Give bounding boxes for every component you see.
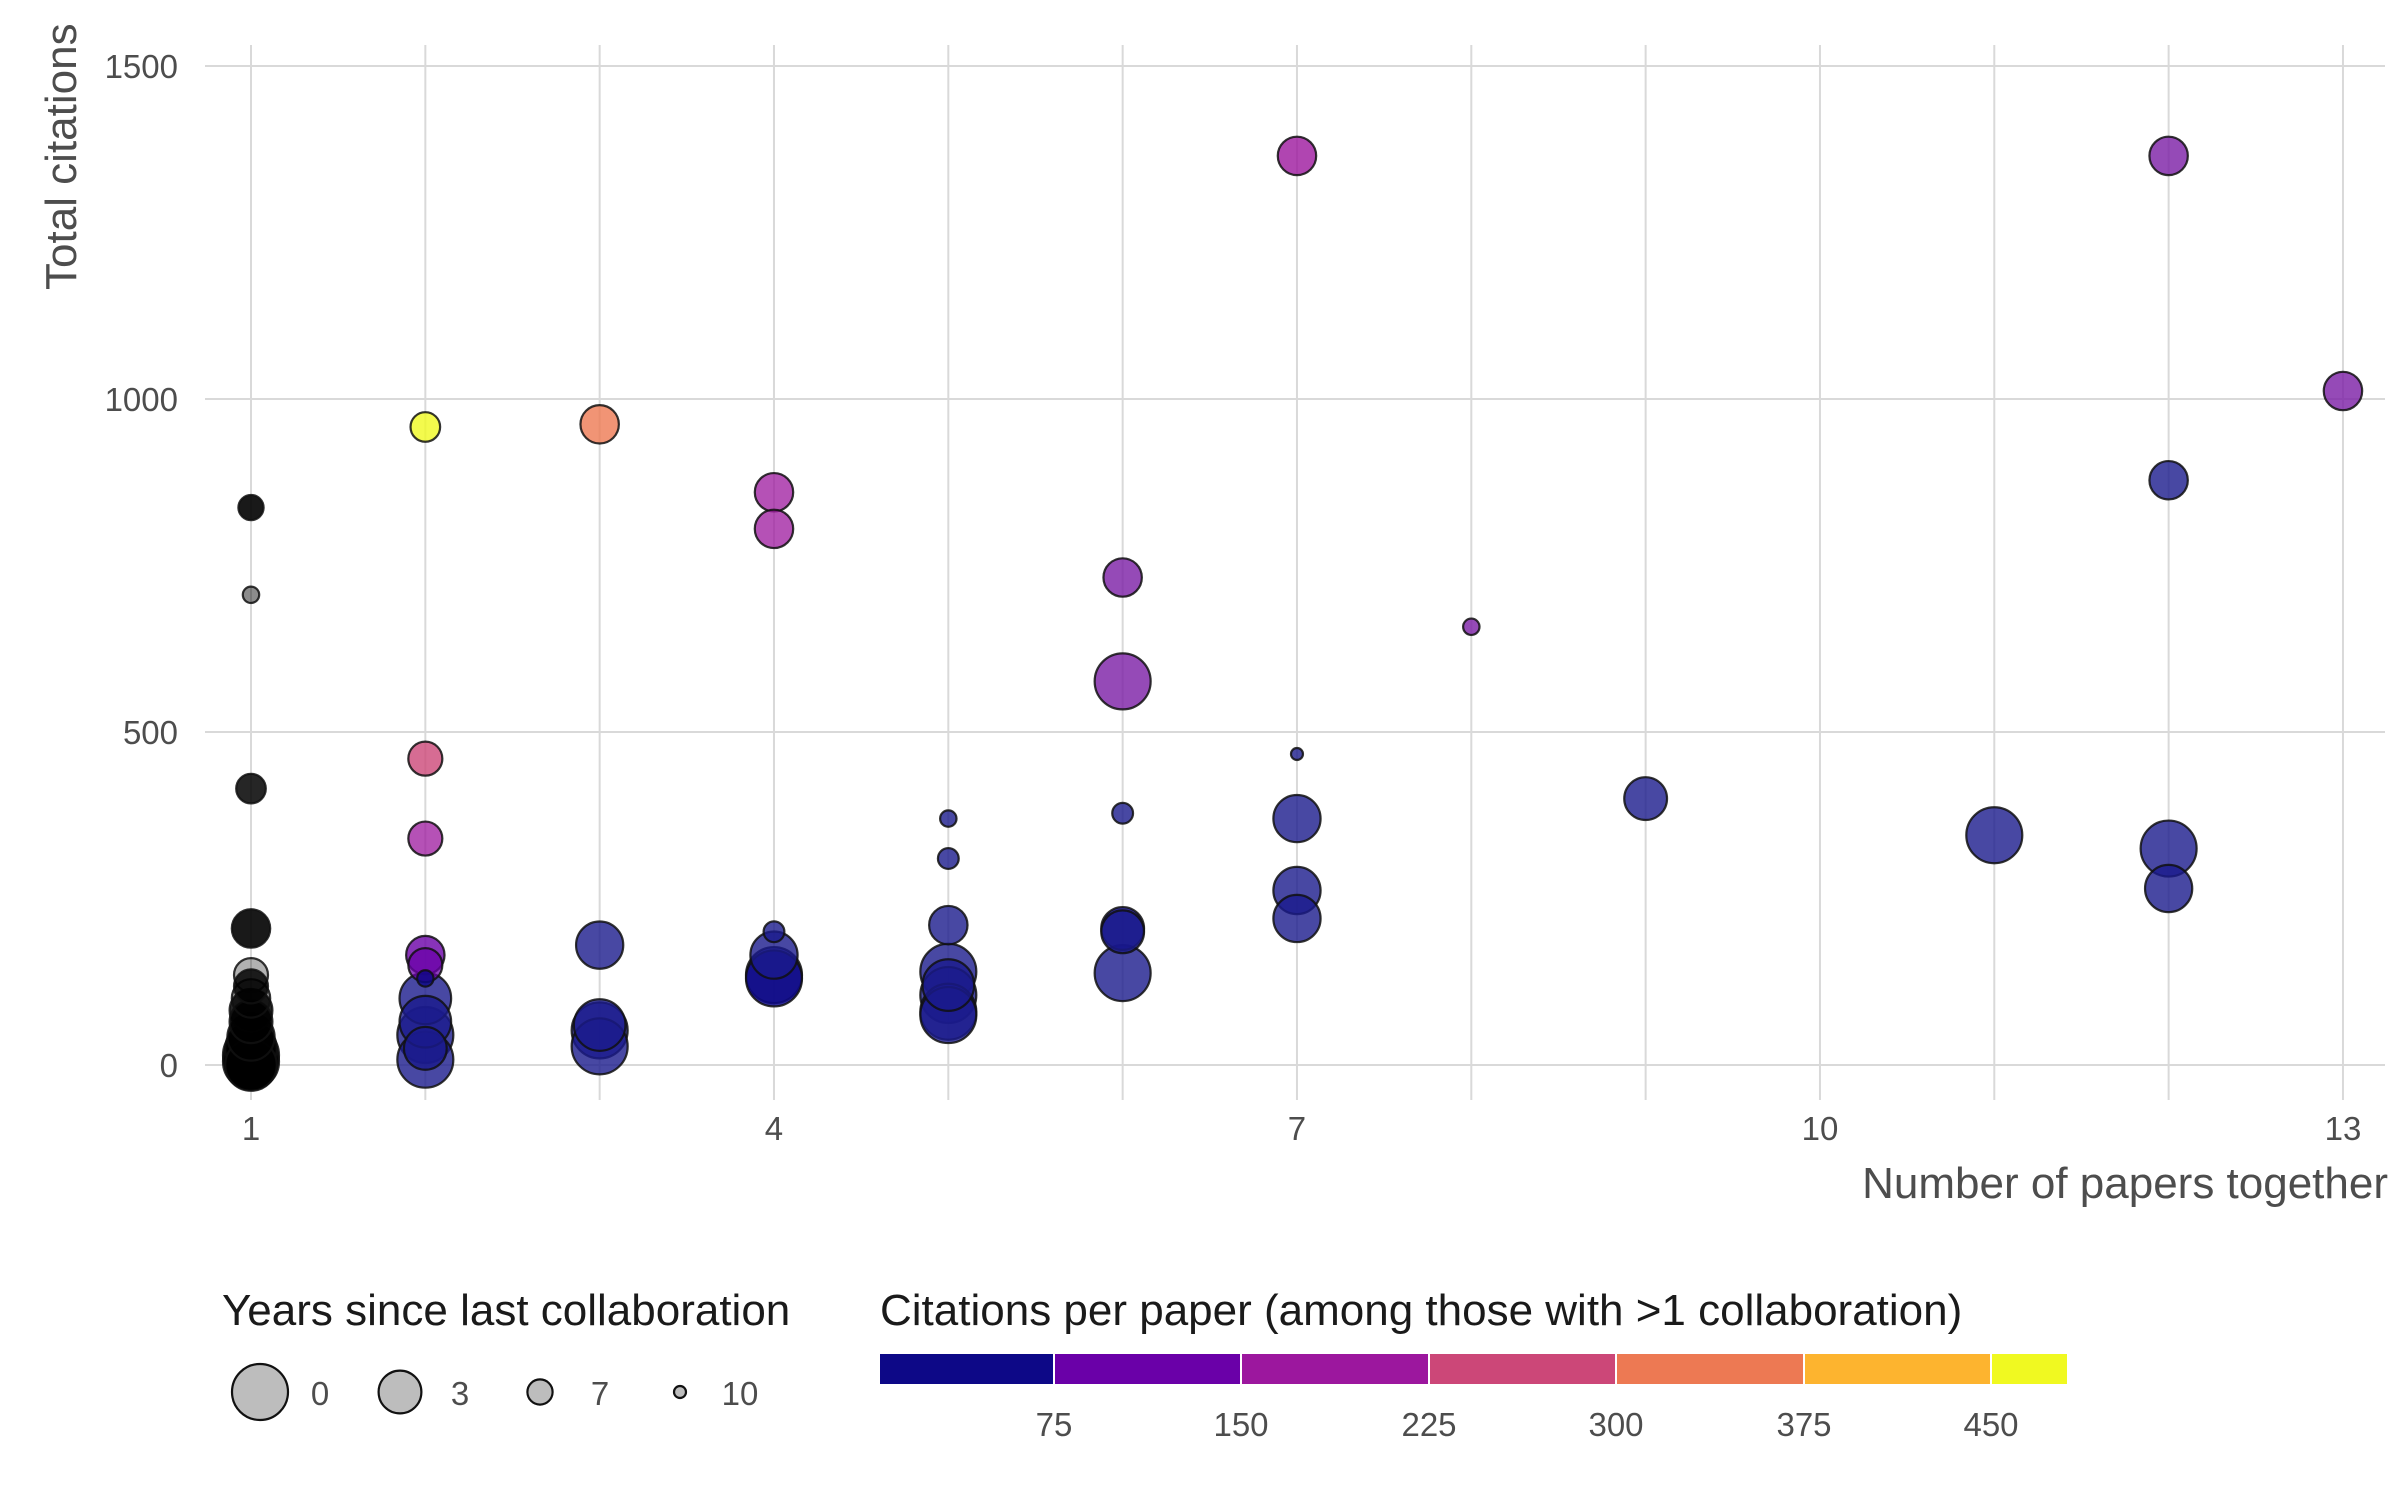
data-point — [921, 958, 976, 1012]
data-point — [1111, 801, 1135, 825]
color-legend-bin — [1054, 1354, 1241, 1384]
data-point — [235, 772, 267, 805]
data-point — [1272, 793, 1322, 844]
color-legend-bin — [1991, 1354, 2067, 1384]
size-legend-circle — [672, 1384, 688, 1400]
x-tick-label: 1 — [242, 1110, 260, 1147]
x-tick-label: 7 — [1288, 1110, 1306, 1147]
x-tick-label: 13 — [2325, 1110, 2362, 1147]
color-legend-bar — [880, 1354, 2067, 1384]
x-axis-ticks: 1 4 7 10 13 — [242, 1110, 2361, 1147]
size-legend: Years since last collaboration 0 3 7 10 — [222, 1286, 790, 1422]
color-legend-label: 300 — [1588, 1406, 1643, 1443]
color-legend-bin — [1241, 1354, 1429, 1384]
color-legend-title: Citations per paper (among those with >1… — [880, 1286, 1962, 1335]
data-point — [241, 585, 261, 605]
data-point — [579, 404, 620, 445]
data-point — [1289, 746, 1305, 762]
data-point — [753, 508, 795, 550]
color-legend-bin — [1616, 1354, 1804, 1384]
data-point — [407, 740, 444, 777]
data-point — [928, 904, 969, 946]
color-legend: Citations per paper (among those with >1… — [880, 1286, 2067, 1443]
data-point — [409, 411, 442, 443]
size-legend-title: Years since last collaboration — [222, 1286, 790, 1335]
data-point — [402, 1025, 448, 1071]
data-point — [762, 920, 786, 944]
size-legend-circle — [526, 1378, 554, 1406]
data-point — [2322, 370, 2364, 412]
size-legend-label: 10 — [722, 1375, 759, 1412]
size-legend-label: 7 — [591, 1375, 609, 1412]
data-point — [416, 969, 435, 988]
color-legend-labels: 75 150 225 300 375 450 — [1036, 1406, 2019, 1443]
color-legend-label: 375 — [1776, 1406, 1831, 1443]
color-legend-label: 150 — [1213, 1406, 1268, 1443]
data-point — [1965, 806, 2024, 865]
data-point — [1276, 135, 1318, 177]
color-legend-bin — [880, 1354, 1054, 1384]
data-point — [2148, 135, 2189, 177]
y-tick-label: 0 — [160, 1047, 178, 1084]
size-legend-label: 0 — [311, 1375, 329, 1412]
data-point — [1102, 557, 1143, 598]
data-point — [574, 920, 625, 970]
data-points — [221, 135, 2364, 1092]
size-legend-circle — [230, 1362, 290, 1422]
data-point — [1462, 617, 1481, 637]
size-legend-label: 3 — [451, 1375, 469, 1412]
data-point — [232, 968, 270, 1005]
data-point — [2143, 863, 2194, 914]
color-legend-label: 450 — [1963, 1406, 2018, 1443]
color-legend-label: 75 — [1036, 1406, 1073, 1443]
data-point — [407, 820, 444, 857]
data-point — [939, 809, 958, 828]
data-point — [753, 471, 795, 513]
data-point — [936, 847, 960, 871]
y-tick-label: 500 — [123, 714, 178, 751]
x-tick-label: 10 — [1802, 1110, 1839, 1147]
size-legend-items: 0 3 7 10 — [230, 1362, 759, 1422]
color-legend-bin — [1804, 1354, 1991, 1384]
data-point — [1623, 776, 1669, 822]
data-point — [572, 998, 627, 1052]
data-point — [1100, 909, 1146, 955]
x-axis-title: Number of papers together — [1862, 1159, 2388, 1208]
data-point — [230, 908, 272, 949]
data-point — [1272, 893, 1322, 944]
data-point — [237, 493, 265, 522]
y-tick-label: 1000 — [105, 381, 178, 418]
data-point — [2148, 459, 2189, 501]
color-legend-bin — [1429, 1354, 1616, 1384]
color-legend-label: 225 — [1401, 1406, 1456, 1443]
data-point — [1093, 652, 1152, 711]
x-tick-label: 4 — [765, 1110, 783, 1147]
y-axis-title: Total citations — [37, 23, 86, 290]
y-tick-label: 1500 — [105, 48, 178, 85]
size-legend-circle — [377, 1369, 423, 1415]
y-axis-ticks: 0 500 1000 1500 — [105, 48, 178, 1084]
